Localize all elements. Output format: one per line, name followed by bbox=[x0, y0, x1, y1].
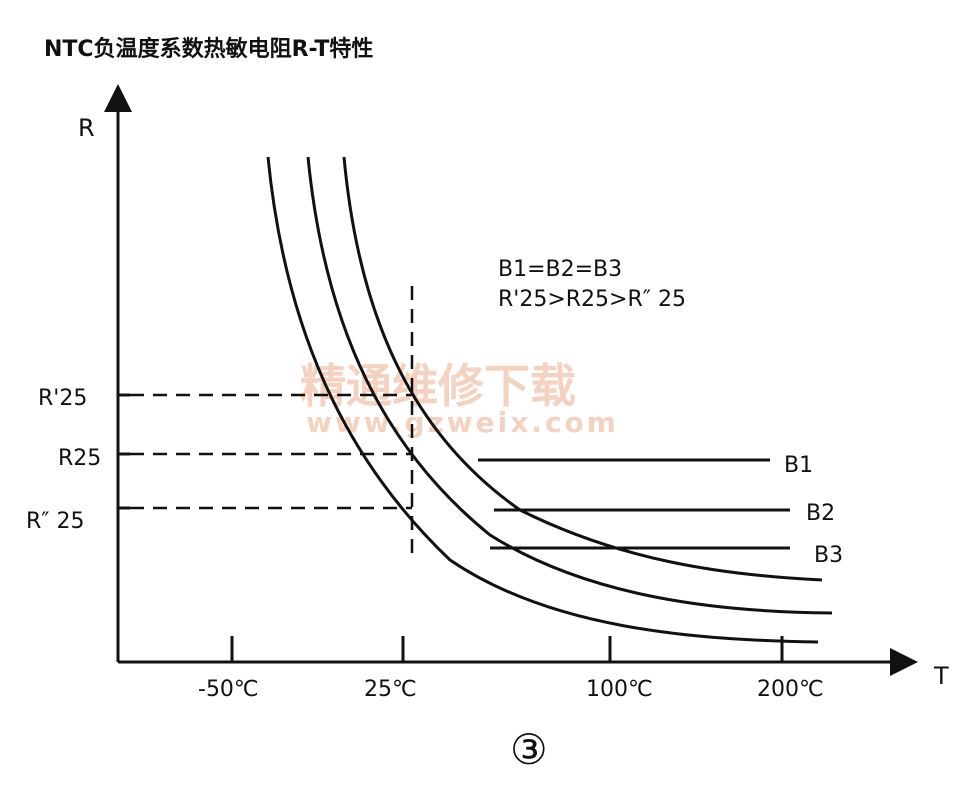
watermark-url: www.gzweix.com bbox=[306, 406, 619, 439]
annotation-r-order: R'25>R25>R″ 25 bbox=[498, 287, 686, 312]
curve-label-b2: B2 bbox=[806, 501, 835, 526]
guide-lines bbox=[130, 286, 414, 556]
figure-number: ③ bbox=[510, 725, 548, 774]
x-tick-label-minus-50: -50℃ bbox=[198, 677, 259, 702]
y-tick-label-r25: R25 bbox=[58, 446, 101, 471]
curve-b2 bbox=[306, 156, 833, 615]
curve-label-b1: B1 bbox=[784, 453, 813, 478]
x-ticks bbox=[230, 636, 784, 662]
y-axis-arrow-icon bbox=[104, 84, 132, 112]
x-tick-label-25: 25℃ bbox=[364, 677, 417, 702]
y-tick-label-r-double-prime-25: R″ 25 bbox=[26, 509, 85, 534]
y-ticks bbox=[118, 393, 130, 510]
annotation-b-equal: B1=B2=B3 bbox=[498, 257, 622, 282]
curve-label-b3: B3 bbox=[814, 543, 843, 568]
x-axis-arrow-icon bbox=[890, 648, 918, 676]
curve-leaders bbox=[478, 458, 790, 550]
axes bbox=[116, 108, 892, 664]
x-axis-label: T bbox=[933, 662, 949, 690]
curve-b3 bbox=[266, 156, 819, 644]
rt-curves bbox=[266, 156, 833, 644]
watermark: 精通维修下载 www.gzweix.com bbox=[300, 359, 619, 439]
x-tick-label-200: 200℃ bbox=[757, 677, 824, 702]
curve-b1 bbox=[342, 156, 823, 582]
watermark-title: 精通维修下载 bbox=[300, 359, 576, 413]
y-tick-label-r-prime-25: R'25 bbox=[38, 386, 87, 411]
x-tick-label-100: 100℃ bbox=[586, 677, 653, 702]
y-axis-label: R bbox=[78, 114, 95, 142]
diagram-title: NTC负温度系数热敏电阻R-T特性 bbox=[44, 36, 373, 62]
